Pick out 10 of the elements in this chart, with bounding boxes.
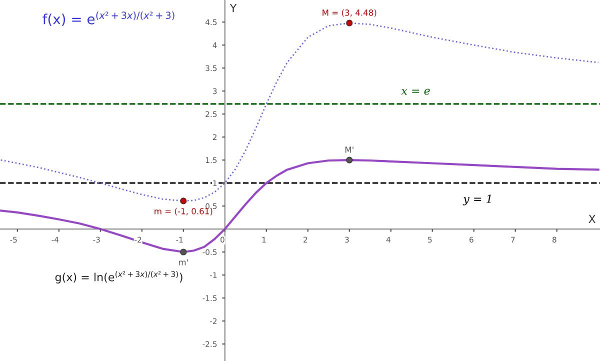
ref-line-label: x = e — [401, 88, 430, 95]
y-axis-title: Y — [230, 4, 237, 12]
data-label: m = (-1, 0.61) — [154, 208, 212, 216]
data-label: m' — [178, 259, 188, 266]
ref-line-label: y = 1 — [462, 194, 491, 206]
data-label: M = (3, 4.48) — [322, 9, 376, 17]
annotation: g(x) = ln(e$^{(x²+3x)/(x²+3)}$) — [55, 271, 182, 284]
x-axis-title: X — [588, 214, 596, 224]
annotation: f(x) = e$^{(x²+3x)/(x²+3)}$ — [42, 11, 174, 26]
data-label: M' — [345, 146, 354, 153]
